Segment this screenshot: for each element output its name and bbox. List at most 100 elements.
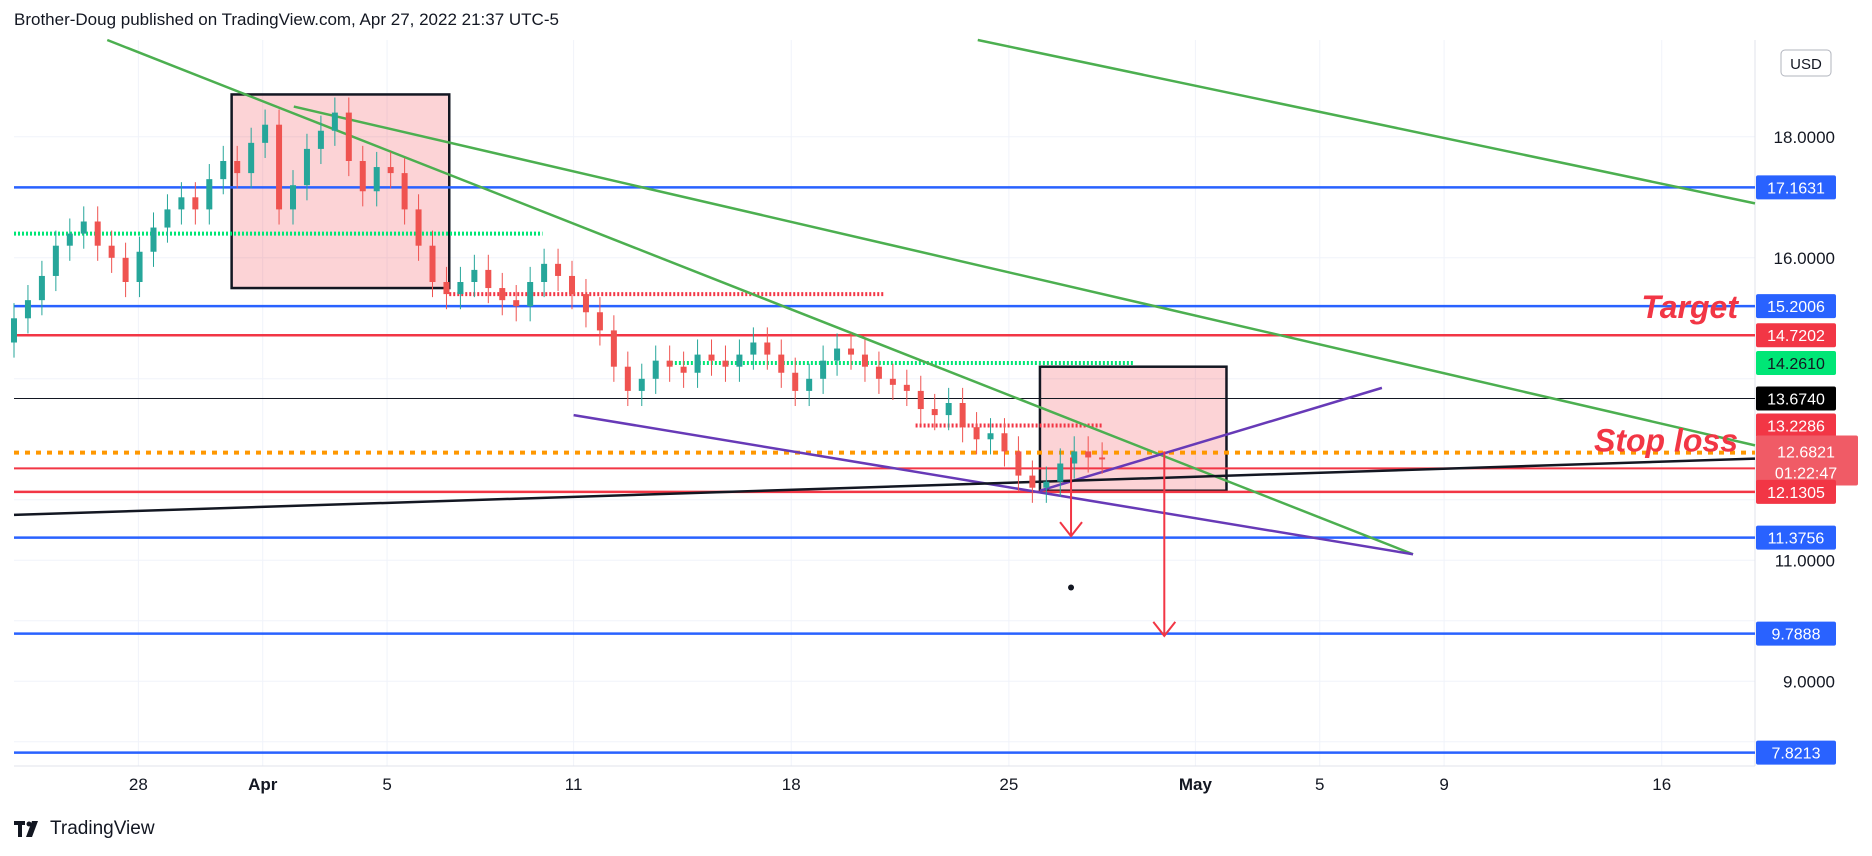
candle-body [331, 112, 338, 131]
candle-body [652, 360, 659, 379]
price-tag [1756, 175, 1836, 200]
price-tag-label: 14.2610 [1767, 356, 1825, 373]
candle-body [694, 354, 701, 373]
candle-body [66, 233, 73, 246]
purple-trendline-upper [1039, 386, 1383, 492]
price-tick-label: 16.0000 [1774, 249, 1835, 268]
candle-body [820, 360, 827, 379]
price-tag [1756, 740, 1836, 765]
candle-body [485, 269, 492, 289]
candle-body [122, 257, 129, 282]
candle-body [499, 288, 506, 301]
candle-body [206, 179, 213, 210]
candle-body [596, 312, 603, 331]
time-tick-label: 18 [782, 775, 801, 794]
candle-body [945, 403, 952, 416]
time-tick-label: 9 [1439, 775, 1448, 794]
candlesticks [11, 97, 1106, 503]
candle-body [443, 282, 450, 295]
candle-body [917, 390, 924, 410]
marker-dot [1068, 584, 1075, 591]
price-tag-label: 14.7202 [1767, 328, 1825, 345]
candle-body [1001, 433, 1008, 452]
price-tick-label: 11.0000 [1775, 551, 1835, 570]
candle-body [792, 372, 799, 391]
entry-zone-box [1038, 365, 1228, 492]
trend-lines [13, 38, 1756, 556]
candle-body [806, 378, 813, 391]
candle-body [848, 348, 855, 355]
price-tag [1756, 525, 1836, 550]
tradingview-footer[interactable]: TradingView [14, 818, 155, 840]
price-tag [1756, 386, 1836, 411]
price-tag [1756, 479, 1836, 504]
price-tick-label: 9.0000 [1783, 672, 1835, 691]
candle-body [164, 209, 171, 228]
candle-body [359, 161, 366, 192]
green-trendline-mid [293, 105, 1756, 447]
currency-button[interactable]: USD [1780, 49, 1832, 77]
price-tag [1756, 351, 1836, 376]
price-tag-label: 11.3756 [1768, 531, 1825, 548]
candle-body [569, 275, 576, 295]
candle-body [708, 354, 715, 361]
last-price-value: 12.6821 [1777, 445, 1835, 462]
candle-body [262, 124, 269, 143]
candle-body [94, 221, 101, 246]
price-axis: 18.0000 16.0000 11.0000 9.0000 17.1631 15.200… [1756, 128, 1858, 765]
purple-trendline-lower [573, 413, 1414, 556]
candle-body [987, 433, 994, 440]
green-trendline-main [106, 38, 1414, 556]
candle-body [513, 300, 520, 307]
candle-body [624, 366, 631, 391]
candle-body [903, 384, 910, 391]
candle-body [24, 300, 31, 319]
candle-body [38, 275, 45, 301]
candle-body [750, 342, 757, 355]
sell-zone-box [230, 93, 451, 290]
candle-body [1015, 451, 1022, 476]
time-tick-label: 5 [382, 775, 391, 794]
candle-body [778, 354, 785, 373]
annotation-stop-loss: Stop loss [1594, 422, 1738, 458]
candle-body [248, 142, 255, 174]
price-tag-label: 17.1631 [1767, 180, 1825, 197]
candle-body [471, 269, 478, 282]
price-tag-label: 9.7888 [1772, 627, 1821, 644]
candle-body [889, 378, 896, 385]
candle-body [303, 148, 310, 186]
price-tag-label: 15.2006 [1767, 299, 1825, 316]
candle-body [555, 263, 562, 276]
time-axis: 28 Apr 5 11 18 25 May 5 9 16 [129, 775, 1671, 794]
long-arrow-head [1152, 621, 1177, 638]
candle-body [290, 185, 297, 210]
candle-body [317, 130, 324, 149]
candle-body [345, 112, 352, 161]
candle-body [401, 173, 408, 210]
candle-body [457, 282, 464, 295]
price-tag-label: 13.6740 [1767, 392, 1825, 409]
annotations: Target Stop loss [1594, 289, 1739, 458]
time-tick-label: 28 [129, 775, 148, 794]
candle-body [764, 342, 771, 355]
time-tick-label: May [1179, 775, 1213, 794]
time-tick-label: 25 [999, 775, 1018, 794]
candle-body [1085, 451, 1092, 458]
price-tag [1756, 323, 1836, 348]
price-tag [1756, 294, 1836, 319]
candle-body [610, 330, 617, 367]
black-trendline [13, 457, 1756, 517]
candle-body [1057, 463, 1064, 482]
candle-body [387, 167, 394, 174]
annotation-target: Target [1641, 289, 1739, 325]
candle-body [1029, 475, 1036, 488]
candle-body [722, 360, 729, 367]
price-tag-label: 7.8213 [1772, 746, 1821, 763]
candle-body [541, 263, 548, 282]
candle-body [861, 354, 868, 367]
candle-body [11, 318, 17, 343]
last-price-tag [1756, 435, 1858, 486]
candle-body [220, 161, 227, 180]
price-tag [1756, 413, 1836, 438]
